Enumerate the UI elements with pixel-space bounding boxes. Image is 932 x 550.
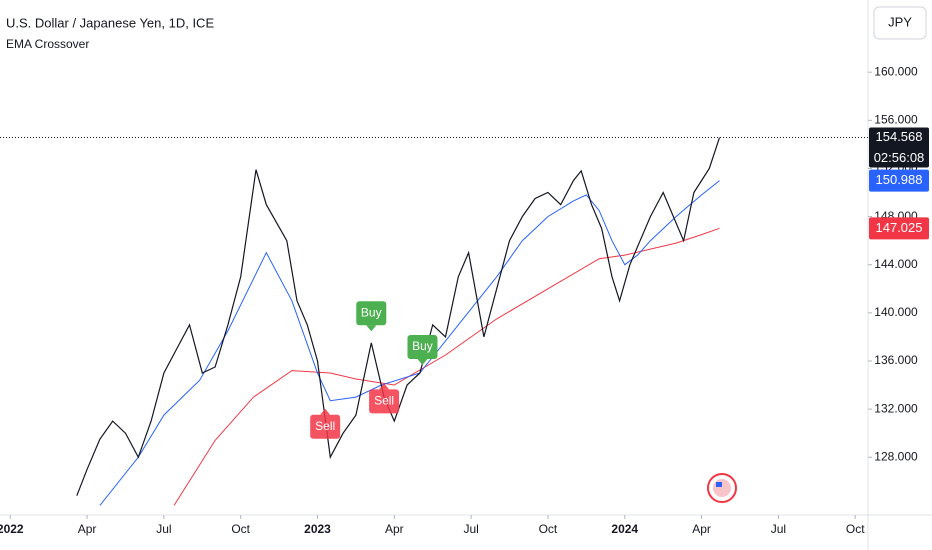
currency-label: JPY	[888, 14, 912, 29]
signal-pointer	[417, 358, 428, 365]
y-tick-label: 144.000	[874, 257, 918, 271]
price-tag	[869, 169, 929, 192]
x-tick-label: Oct	[846, 522, 865, 536]
slow-ema-label: 147.025	[876, 220, 923, 235]
fast-ema-label: 150.988	[876, 172, 923, 187]
signal-pointer	[366, 325, 377, 332]
countdown-label: 02:56:08	[874, 150, 925, 165]
x-tick-label: Jul	[463, 522, 478, 536]
signal-label: Buy	[361, 305, 382, 319]
signal-pointer	[320, 408, 331, 415]
currency-button[interactable]	[873, 6, 927, 40]
x-tick-label: Jul	[771, 522, 786, 536]
x-tick-label: 2023	[304, 522, 331, 536]
y-tick-label: 132.000	[874, 401, 918, 415]
price-line	[76, 137, 721, 496]
price-tag	[869, 217, 929, 240]
y-tick-label: 140.000	[874, 305, 918, 319]
x-tick-label: Apr	[385, 522, 404, 536]
signal-box	[407, 334, 438, 359]
signal-label: Sell	[315, 419, 335, 433]
signal-label: Sell	[374, 394, 394, 408]
y-tick-label: 136.000	[874, 353, 918, 367]
ema-slow-line	[173, 227, 720, 506]
last-price-label: 154.568	[876, 129, 923, 144]
x-tick-label: Oct	[539, 522, 558, 536]
y-tick-label: 156.000	[874, 112, 918, 126]
x-tick-label: 2022	[0, 522, 24, 536]
signal-box	[369, 389, 400, 414]
y-tick-label: 128.000	[874, 449, 918, 463]
indicator-name: EMA Crossover	[6, 37, 89, 51]
x-tick-label: 2024	[611, 522, 638, 536]
chart-title: U.S. Dollar / Japanese Yen, 1D, ICE	[6, 15, 214, 30]
flag-icon	[707, 473, 737, 503]
x-tick-label: Oct	[231, 522, 250, 536]
x-tick-label: Apr	[692, 522, 711, 536]
y-tick-label: 160.000	[874, 64, 918, 78]
signal-box	[356, 301, 387, 326]
price-tag	[869, 127, 929, 168]
signal-pointer	[379, 383, 390, 390]
signal-box	[310, 414, 341, 439]
x-tick-label: Apr	[78, 522, 97, 536]
signal-label: Buy	[412, 339, 433, 353]
x-tick-label: Jul	[156, 522, 171, 536]
